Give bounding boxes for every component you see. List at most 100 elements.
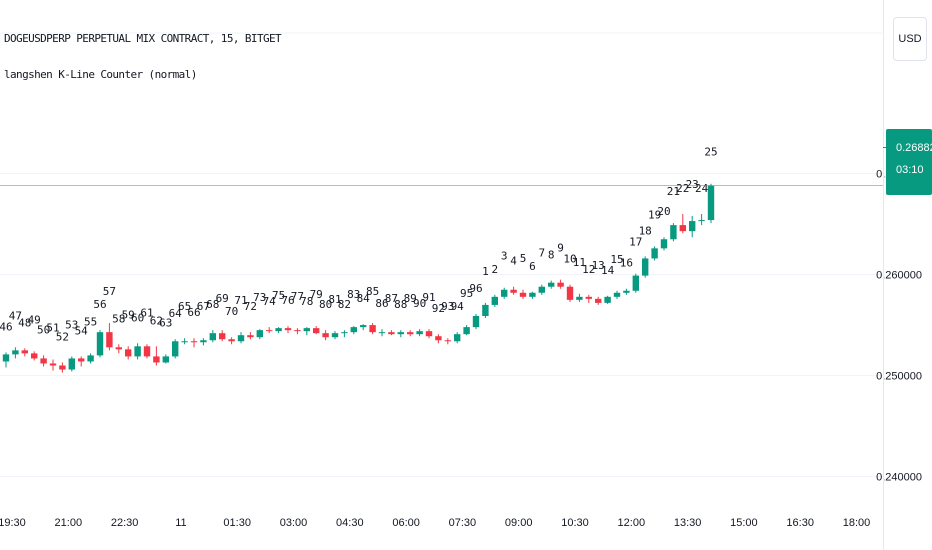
counter-label: 14 xyxy=(601,264,615,277)
candle-body xyxy=(360,325,367,328)
counter-label: 76 xyxy=(281,294,294,307)
counter-label: 80 xyxy=(319,298,332,311)
counter-label: 55 xyxy=(84,315,97,328)
candle-body xyxy=(190,341,198,343)
time-tick-label: 18:00 xyxy=(843,517,871,529)
counter-label: 54 xyxy=(75,324,89,337)
counter-label: 6 xyxy=(529,260,536,273)
counter-label: 94 xyxy=(451,300,465,313)
candle-body xyxy=(416,331,423,335)
counter-label: 74 xyxy=(263,295,277,308)
counter-label: 72 xyxy=(244,300,257,313)
counter-label: 19 xyxy=(648,208,661,221)
counter-label: 2 xyxy=(491,263,498,276)
counter-label: 51 xyxy=(46,321,59,334)
counter-label: 93 xyxy=(441,300,454,313)
counter-label: 12 xyxy=(582,263,595,276)
candle-body xyxy=(689,221,696,232)
counter-label: 1 xyxy=(482,265,489,278)
indicator-legend[interactable]: langshen K-Line Counter (normal) xyxy=(4,68,197,81)
candle-body xyxy=(510,289,517,293)
counter-label: 48 xyxy=(18,316,31,329)
candle-body xyxy=(322,333,329,338)
candle-body xyxy=(472,316,480,328)
counter-label: 83 xyxy=(347,288,360,301)
counter-label: 9 xyxy=(557,242,564,255)
candle-body xyxy=(153,356,160,363)
candle-body xyxy=(378,332,386,334)
candle-body xyxy=(576,296,583,300)
counter-label: 56 xyxy=(93,298,106,311)
candle-body xyxy=(529,292,536,297)
time-tick-label: 11 xyxy=(175,517,186,529)
counter-label: 59 xyxy=(122,308,135,321)
candle-body xyxy=(707,185,715,221)
candle-body xyxy=(125,349,132,357)
time-tick-label: 04:30 xyxy=(336,517,364,529)
candle-body xyxy=(623,290,630,293)
candle-body xyxy=(613,292,621,297)
time-tick-label: 22:30 xyxy=(111,517,139,529)
candle-body xyxy=(219,333,226,340)
counter-label: 23 xyxy=(686,178,699,191)
candle-body xyxy=(670,225,677,240)
counter-label: 62 xyxy=(150,314,163,327)
counter-label: 64 xyxy=(169,307,183,320)
candle-body xyxy=(294,330,301,332)
counter-label: 57 xyxy=(103,285,116,298)
counter-label: 67 xyxy=(197,300,210,313)
candle-body xyxy=(31,353,38,359)
candle-body xyxy=(87,355,94,362)
candle-body xyxy=(642,258,649,276)
candle-body xyxy=(698,220,705,222)
counter-label: 53 xyxy=(65,318,78,331)
candle-body xyxy=(21,350,28,354)
candle-body xyxy=(369,325,376,333)
counter-label: 58 xyxy=(112,312,125,325)
counter-label: 22 xyxy=(676,182,689,195)
candle-body xyxy=(143,346,151,357)
candle-body xyxy=(632,275,639,291)
counter-label: 10 xyxy=(563,253,576,266)
counter-label: 79 xyxy=(310,288,323,301)
time-tick-label: 12:00 xyxy=(618,517,646,529)
counter-label: 8 xyxy=(548,249,555,262)
counter-label: 75 xyxy=(272,289,285,302)
time-tick-label: 21:00 xyxy=(55,517,83,529)
candle-body xyxy=(557,282,564,287)
price-tick-label: 0.250000 xyxy=(876,371,922,383)
candle-body xyxy=(491,296,498,305)
candle-body xyxy=(303,328,310,332)
candle-body xyxy=(651,248,658,259)
counter-label: 11 xyxy=(573,256,586,269)
counter-label: 82 xyxy=(338,298,351,311)
time-tick-label: 07:30 xyxy=(449,517,477,529)
counter-label: 71 xyxy=(234,294,247,307)
currency-button[interactable]: USD xyxy=(893,17,927,61)
counter-label: 65 xyxy=(178,300,191,313)
counter-label: 91 xyxy=(422,291,435,304)
candle-body xyxy=(435,336,442,341)
counter-label: 13 xyxy=(592,259,605,272)
counter-label: 7 xyxy=(538,247,545,260)
candle-body xyxy=(247,335,254,338)
candle-body xyxy=(162,356,169,363)
counter-label: 84 xyxy=(357,292,371,305)
counter-label: 66 xyxy=(187,306,200,319)
candle-body xyxy=(49,363,57,366)
counter-label: 95 xyxy=(460,287,473,300)
candle-body xyxy=(548,282,555,287)
candle-body xyxy=(454,334,461,342)
price-tick-label: 0.260000 xyxy=(876,270,922,282)
counter-label: 87 xyxy=(385,292,398,305)
price-axis-divider xyxy=(883,0,884,550)
candle-body xyxy=(350,327,357,333)
candle-body xyxy=(40,358,47,364)
candle-body xyxy=(275,328,282,332)
counter-label: 24 xyxy=(695,182,709,195)
time-tick-label: 01:30 xyxy=(223,517,251,529)
counter-label: 17 xyxy=(629,236,642,249)
candle-body xyxy=(237,335,245,342)
counter-label: 50 xyxy=(37,323,50,336)
